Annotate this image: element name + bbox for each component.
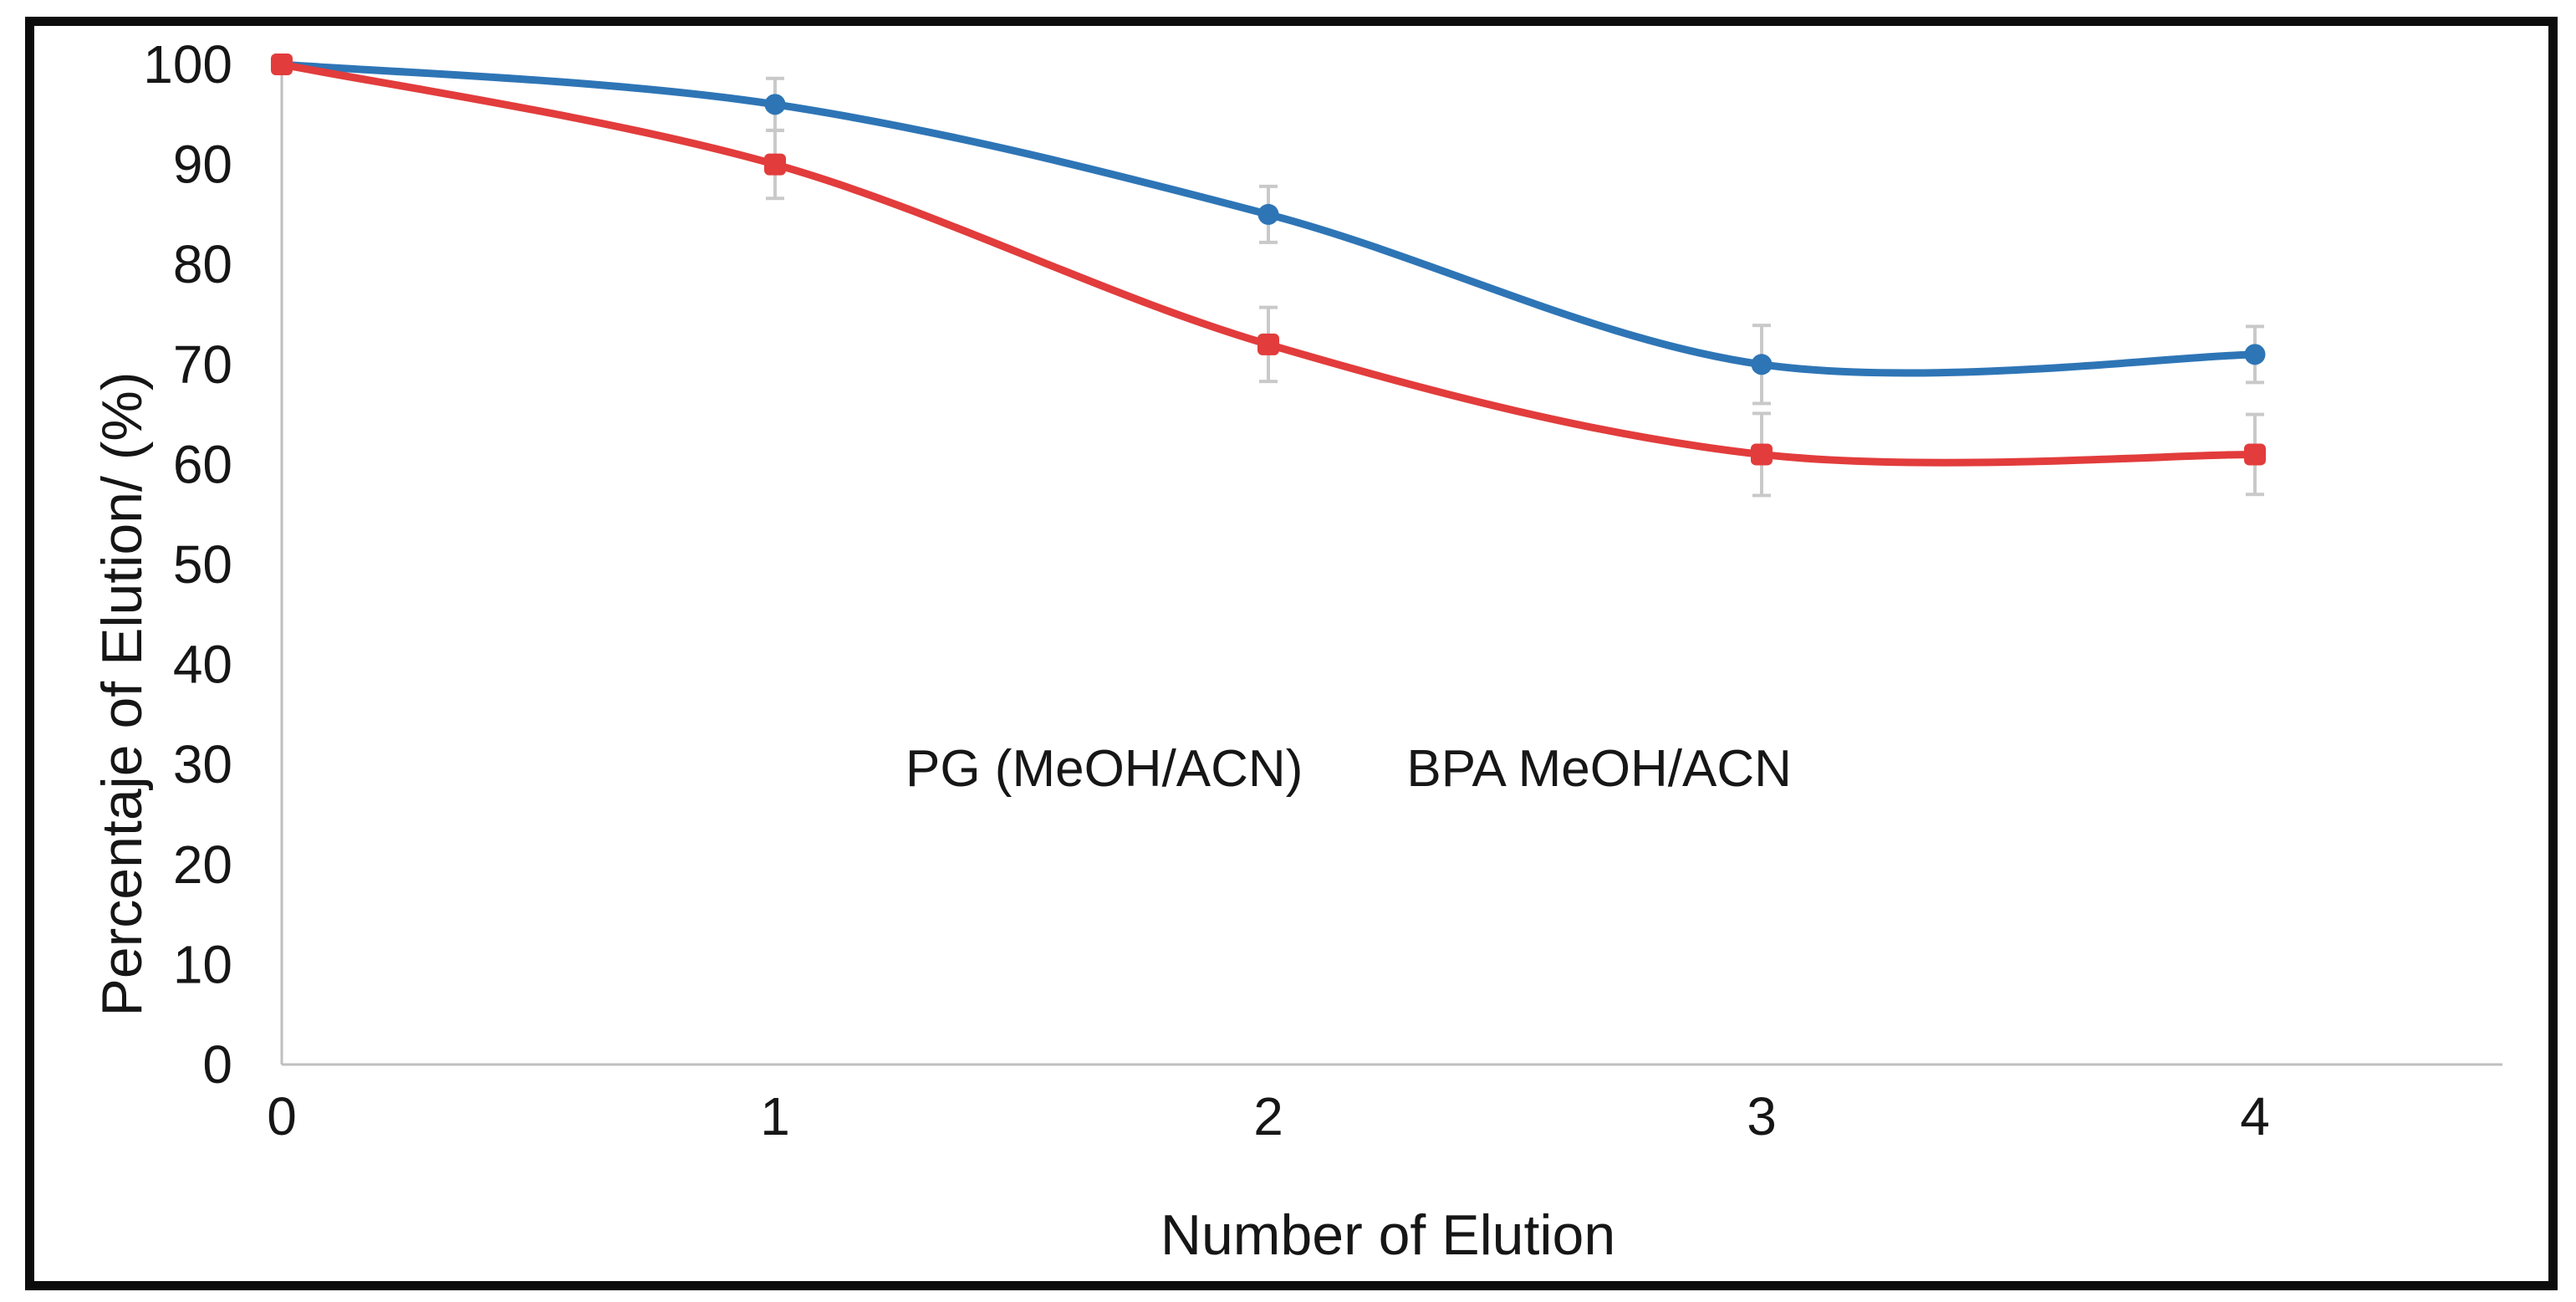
- y-tick-label: 60: [173, 434, 232, 494]
- x-tick-label: 0: [267, 1086, 297, 1146]
- data-point-marker: [2244, 443, 2266, 466]
- data-point-marker: [2244, 344, 2266, 365]
- y-axis-title: Percentaje of Elution/ (%): [90, 371, 154, 1017]
- legend-item-pg: PG (MeOH/ACN): [880, 739, 1303, 799]
- y-tick-label: 50: [173, 534, 232, 595]
- legend-marker-square-icon: [1382, 758, 1403, 779]
- y-tick-label: 80: [173, 234, 232, 294]
- y-tick-label: 30: [173, 734, 232, 794]
- data-point-marker: [1257, 333, 1279, 355]
- data-point-marker: [764, 153, 786, 176]
- legend: PG (MeOH/ACN) BPA MeOH/ACN: [880, 739, 1792, 799]
- data-point-marker: [764, 94, 786, 115]
- data-point-marker: [1257, 203, 1279, 225]
- chart-frame: [25, 17, 2558, 1290]
- data-point-marker: [1751, 443, 1773, 466]
- legend-marker-circle-icon: [880, 758, 902, 780]
- series-line: [278, 60, 2259, 467]
- legend-label-pg: PG (MeOH/ACN): [905, 740, 1303, 798]
- y-tick-label: 20: [173, 835, 232, 895]
- y-tick-label: 100: [143, 34, 232, 94]
- y-tick-label: 90: [173, 135, 232, 195]
- y-tick-label: 70: [173, 334, 232, 395]
- data-point-marker: [271, 54, 293, 75]
- x-tick-label: 4: [2240, 1086, 2270, 1146]
- x-tick-label: 2: [1253, 1086, 1283, 1146]
- legend-label-bpa: BPA MeOH/ACN: [1406, 740, 1792, 798]
- legend-item-bpa: BPA MeOH/ACN: [1382, 739, 1792, 799]
- data-point-marker: [1751, 354, 1773, 375]
- x-tick-label: 3: [1747, 1086, 1777, 1146]
- x-tick-label: 1: [760, 1086, 790, 1146]
- y-tick-label: 40: [173, 635, 232, 695]
- y-tick-label: 10: [173, 934, 232, 994]
- y-tick-label: 0: [202, 1034, 232, 1095]
- x-axis-title: Number of Elution: [1160, 1203, 1616, 1267]
